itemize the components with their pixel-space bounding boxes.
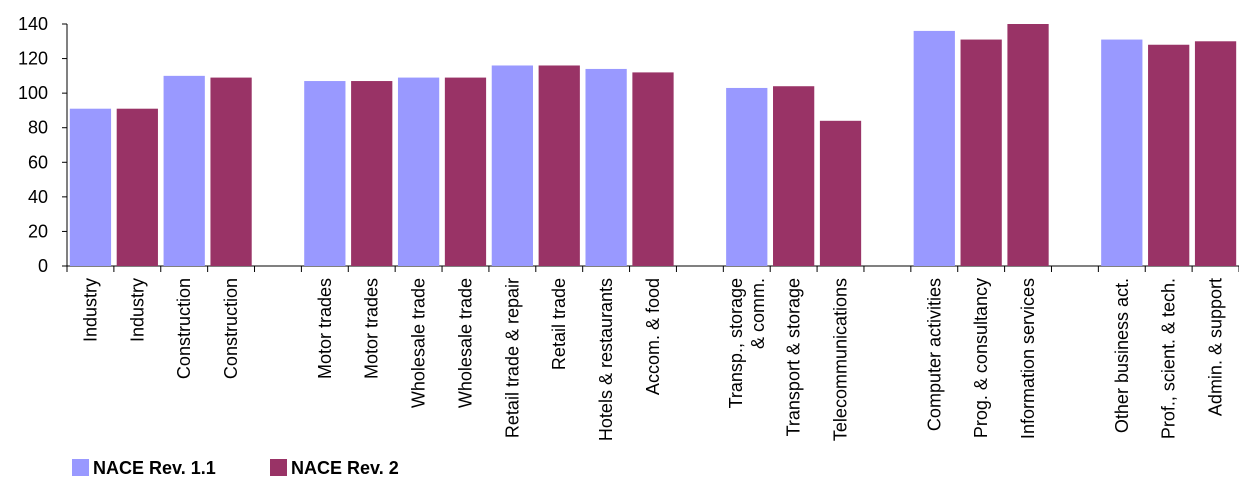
category-label: Other business act.	[1112, 278, 1132, 433]
bar	[444, 77, 487, 266]
category-label: Computer activities	[924, 278, 944, 431]
bar	[913, 30, 955, 266]
legend-label: NACE Rev. 2	[291, 458, 399, 478]
category-label: Industry	[127, 278, 147, 342]
y-tick-label: 100	[18, 83, 48, 103]
bar	[819, 120, 862, 266]
y-tick-label: 60	[28, 152, 48, 172]
legend-swatch	[72, 459, 89, 476]
category-label: Accom. & food	[643, 278, 663, 395]
y-tick-label: 120	[18, 49, 48, 69]
bar	[397, 77, 440, 266]
legend-label: NACE Rev. 1.1	[93, 458, 216, 478]
bar	[491, 65, 533, 266]
legend: NACE Rev. 1.1 NACE Rev. 2	[72, 458, 399, 478]
axes-layer: 0 20 40 60 80 100 120 140	[18, 14, 1239, 276]
category-label: Telecommunications	[831, 278, 851, 441]
bar	[304, 81, 346, 267]
bar	[585, 68, 627, 266]
bar	[1194, 41, 1237, 267]
bar	[163, 75, 205, 266]
category-labels-layer: Industry Industry Construction Construction…	[80, 278, 1225, 441]
category-label: Construction	[174, 278, 194, 379]
category-label: Information services	[1018, 278, 1038, 439]
bars-layer	[69, 24, 1237, 267]
y-tick-label: 40	[28, 187, 48, 207]
category-label: Transport & storage	[784, 278, 804, 436]
bar	[1101, 39, 1143, 266]
category-label: Industry	[80, 278, 100, 342]
bar	[69, 108, 112, 266]
bar	[773, 86, 815, 266]
category-label: Retail trade & repair	[502, 278, 522, 438]
bar	[351, 81, 393, 267]
bar	[726, 87, 768, 266]
y-tick-label: 80	[28, 118, 48, 138]
bar	[960, 39, 1002, 266]
category-label: Retail trade	[549, 278, 569, 370]
category-label: Construction	[221, 278, 241, 379]
category-label: Admin. & support	[1206, 278, 1226, 416]
bar	[1148, 44, 1190, 266]
category-label: Motor trades	[315, 278, 335, 379]
bar	[1007, 24, 1049, 266]
bar	[632, 72, 674, 267]
category-label: Wholesale trade	[409, 278, 429, 408]
category-label: Prog. & consultancy	[971, 278, 991, 438]
bar	[116, 108, 158, 266]
category-label: Wholesale trade	[455, 278, 475, 408]
category-label: Hotels & restaurants	[596, 278, 616, 441]
category-label: Prof., scient. & tech.	[1159, 278, 1179, 439]
y-tick-label: 0	[38, 256, 48, 276]
category-label: Motor trades	[362, 278, 382, 379]
category-label: Transp., storage & comm.	[726, 278, 768, 408]
bar	[210, 77, 252, 266]
legend-swatch	[270, 459, 287, 476]
y-tick-label: 20	[28, 221, 48, 241]
y-tick-label: 140	[18, 14, 48, 34]
bar	[538, 65, 580, 266]
